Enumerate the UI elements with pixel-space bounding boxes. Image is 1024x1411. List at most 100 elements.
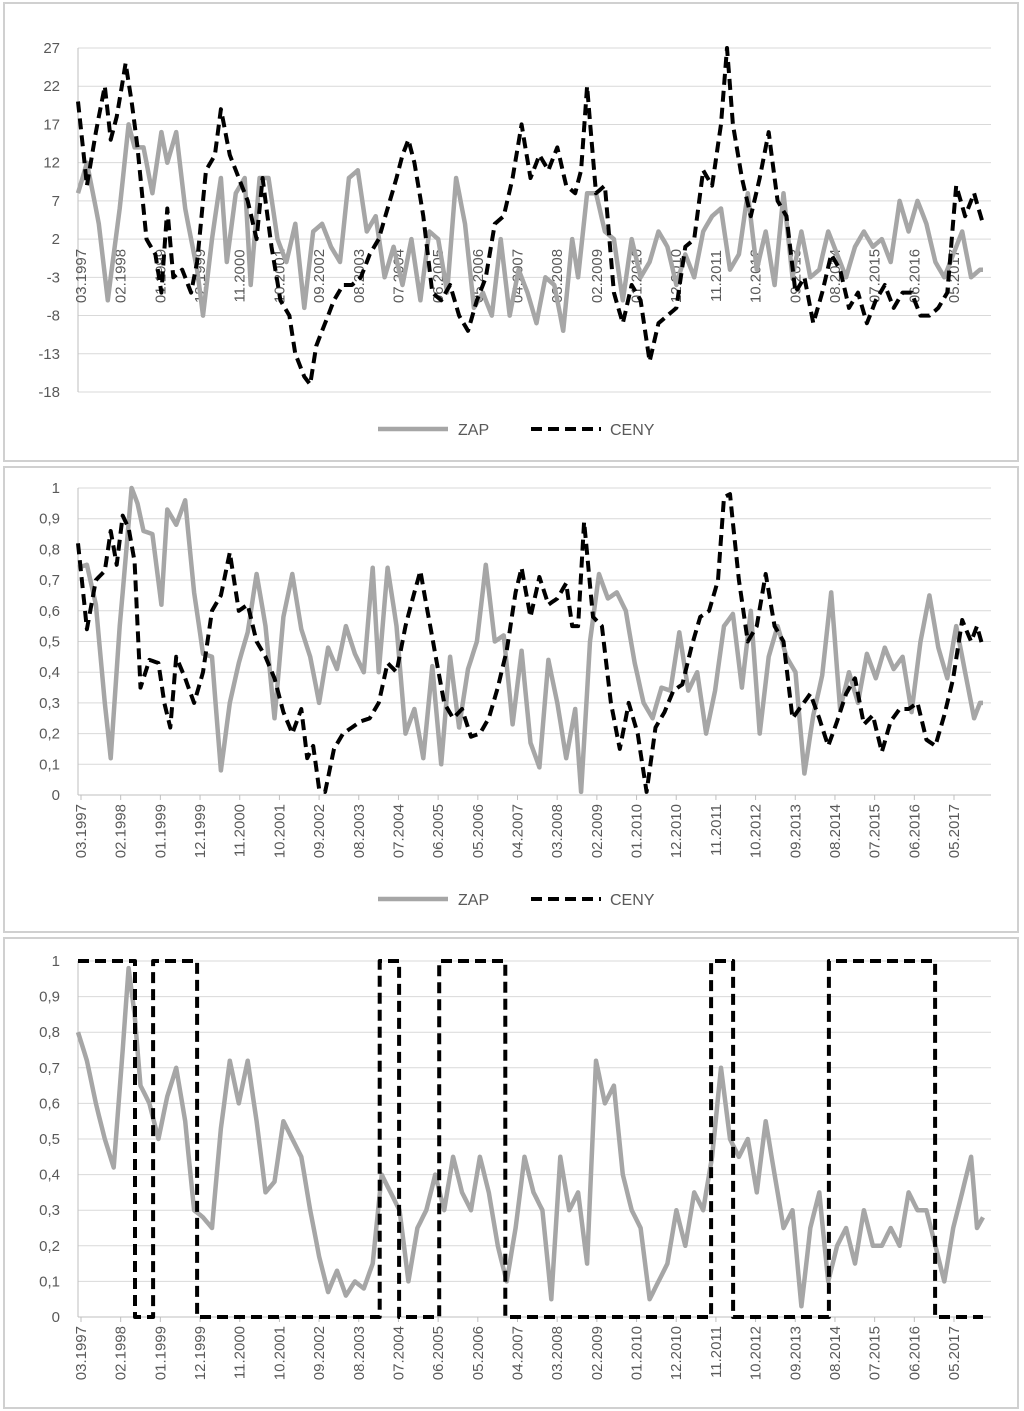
y-tick-label: 0,8 bbox=[39, 541, 60, 558]
y-tick-label: -18 bbox=[38, 384, 60, 401]
chart-panel-top: 27 22 17 12 7 2 -3 -8 -13 -18 03.1997 02.1998 01.199… bbox=[3, 2, 1019, 462]
y-tick-label: 0,4 bbox=[39, 664, 60, 681]
x-tick-label: 08.2014 bbox=[827, 1326, 844, 1380]
y-tick-label: 17 bbox=[43, 116, 60, 133]
legend-label-zap: ZAP bbox=[458, 892, 489, 909]
y-tick-label: 2 bbox=[52, 231, 60, 248]
x-tick-label: 05.2006 bbox=[470, 804, 487, 858]
x-tick-label: 10.2001 bbox=[271, 804, 288, 858]
series-line-zap bbox=[77, 485, 983, 795]
x-tick-label: 10.2001 bbox=[271, 1326, 288, 1380]
x-tick-label: 09.2013 bbox=[787, 1326, 804, 1380]
x-tick-label: 03.2008 bbox=[549, 1326, 566, 1380]
line-chart-middle: 1 0,9 0,8 0,7 0,6 0,5 0,4 0,3 0,2 0,1 0 03.1997 02.1… bbox=[39, 480, 991, 909]
x-tick-label: 02.2009 bbox=[589, 804, 606, 858]
x-tick-label: 09.2002 bbox=[311, 249, 328, 303]
y-tick-label: -3 bbox=[47, 269, 60, 286]
y-tick-label: 0 bbox=[52, 1309, 60, 1326]
legend-label-zap: ZAP bbox=[458, 422, 489, 439]
line-chart-bottom: 1 0,9 0,8 0,7 0,6 0,5 0,4 0,3 0,2 0,1 0 03.1997 02.1… bbox=[39, 953, 991, 1380]
x-tick-label: 03.1997 bbox=[73, 249, 90, 303]
y-tick-label: 0,8 bbox=[39, 1024, 60, 1041]
x-tick-label: 01.1999 bbox=[152, 1326, 169, 1380]
x-tick-label: 07.2015 bbox=[867, 249, 884, 303]
x-tick-label: 03.1997 bbox=[73, 1326, 90, 1380]
x-tick-label: 06.2005 bbox=[430, 1326, 447, 1380]
y-tick-label: 0,5 bbox=[39, 1131, 60, 1148]
x-tick-label: 06.2016 bbox=[906, 1326, 923, 1380]
y-tick-label: 0,6 bbox=[39, 1095, 60, 1112]
x-tick-label: 01.2010 bbox=[629, 1326, 646, 1380]
x-tick-label: 11.2011 bbox=[708, 804, 725, 856]
x-tick-label: 02.1998 bbox=[113, 249, 130, 303]
x-tick-label: 02.1998 bbox=[113, 1326, 130, 1380]
series-line-zap bbox=[75, 965, 985, 1309]
y-tick-label: 0,5 bbox=[39, 634, 60, 651]
x-tick-label: 11.2000 bbox=[232, 1326, 249, 1379]
y-tick-label: -8 bbox=[47, 308, 60, 325]
x-tick-label: 12.2010 bbox=[668, 1326, 685, 1380]
legend-label-ceny: CENY bbox=[610, 892, 655, 909]
x-tick-label: 06.2016 bbox=[906, 804, 923, 858]
chart-panel-bottom: 1 0,9 0,8 0,7 0,6 0,5 0,4 0,3 0,2 0,1 0 03.1997 02.1… bbox=[3, 937, 1019, 1409]
series-line-ceny bbox=[76, 492, 985, 794]
legend-label-ceny: CENY bbox=[610, 422, 655, 439]
y-tick-label: 0,4 bbox=[39, 1167, 60, 1184]
x-tick-label: 12.2010 bbox=[668, 804, 685, 858]
y-tick-label: 0,1 bbox=[39, 1273, 60, 1290]
x-tick-label: 12.1999 bbox=[192, 804, 209, 858]
y-tick-label: 0,2 bbox=[39, 726, 60, 743]
x-tick-label: 08.2003 bbox=[351, 1326, 368, 1380]
x-tick-label: 07.2015 bbox=[867, 1326, 884, 1380]
x-tick-label: 04.2007 bbox=[510, 1326, 527, 1380]
y-tick-label: 0,3 bbox=[39, 695, 60, 712]
y-tick-label: 0,2 bbox=[39, 1238, 60, 1255]
x-tick-label: 06.2005 bbox=[430, 804, 447, 858]
y-tick-label: 0,6 bbox=[39, 603, 60, 620]
y-tick-label: 0,3 bbox=[39, 1202, 60, 1219]
x-tick-label: 02.2009 bbox=[589, 249, 606, 303]
y-tick-label: 0,7 bbox=[39, 1060, 60, 1077]
x-tick-label: 01.2010 bbox=[629, 804, 646, 858]
x-tick-label: 02.1998 bbox=[113, 804, 130, 858]
x-tick-label: 03.2008 bbox=[549, 804, 566, 858]
x-tick-label: 05.2017 bbox=[946, 1326, 963, 1380]
y-tick-label: 1 bbox=[52, 953, 60, 970]
x-tick-label: 10.2012 bbox=[748, 804, 765, 858]
legend: ZAP CENY bbox=[378, 422, 655, 439]
x-tick-label: 05.2006 bbox=[470, 1326, 487, 1380]
series-line-zap bbox=[75, 122, 983, 334]
y-tick-label: 0,1 bbox=[39, 756, 60, 773]
x-tick-label: 12.1999 bbox=[192, 1326, 209, 1380]
x-tick-label: 11.2011 bbox=[708, 250, 725, 302]
legend: ZAP CENY bbox=[378, 892, 655, 909]
y-tick-label: 12 bbox=[43, 155, 60, 172]
y-tick-label: 0 bbox=[52, 787, 60, 804]
x-tick-label: 11.2000 bbox=[232, 804, 249, 857]
x-tick-label: 04.2007 bbox=[510, 804, 527, 858]
x-tick-label: 09.2002 bbox=[311, 804, 328, 858]
series-line-ceny bbox=[78, 959, 983, 1319]
x-tick-label: 08.2014 bbox=[827, 804, 844, 858]
x-tick-label: 05.2017 bbox=[946, 804, 963, 858]
x-tick-label: 07.2015 bbox=[867, 804, 884, 858]
y-tick-label: 0,9 bbox=[39, 989, 60, 1006]
x-tick-label: 11.2011 bbox=[708, 1326, 725, 1378]
chart-panel-middle: 1 0,9 0,8 0,7 0,6 0,5 0,4 0,3 0,2 0,1 0 03.1997 02.1… bbox=[3, 466, 1019, 933]
x-tick-label: 03.1997 bbox=[73, 804, 90, 858]
y-tick-label: -13 bbox=[38, 346, 60, 363]
x-tick-label: 09.2013 bbox=[787, 804, 804, 858]
y-tick-label: 0,7 bbox=[39, 572, 60, 589]
x-tick-label: 02.2009 bbox=[589, 1326, 606, 1380]
y-tick-label: 0,9 bbox=[39, 511, 60, 528]
y-tick-label: 7 bbox=[52, 193, 60, 210]
x-tick-label: 01.1999 bbox=[152, 804, 169, 858]
series-line-ceny bbox=[76, 46, 985, 387]
x-tick-label: 08.2003 bbox=[351, 804, 368, 858]
x-tick-label: 11.2000 bbox=[232, 249, 249, 302]
x-tick-label: 07.2004 bbox=[390, 1326, 407, 1380]
y-tick-label: 22 bbox=[43, 78, 60, 95]
x-tick-label: 10.2012 bbox=[748, 1326, 765, 1380]
y-tick-label: 1 bbox=[52, 480, 60, 497]
